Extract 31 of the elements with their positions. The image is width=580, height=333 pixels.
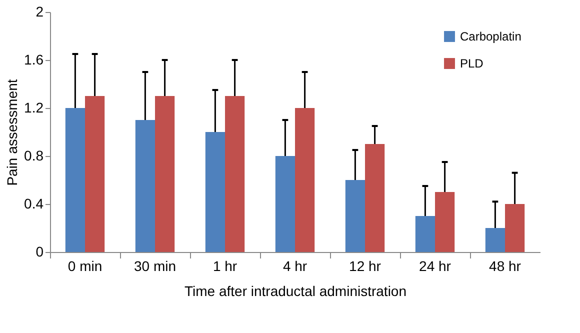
y-axis-title: Pain assessment — [4, 79, 20, 186]
bar — [205, 132, 225, 252]
y-tick-label: 0.4 — [24, 196, 44, 212]
bar — [365, 144, 385, 252]
x-tick-label: 4 hr — [282, 258, 308, 274]
x-tick-label: 0 min — [68, 258, 102, 274]
bar — [415, 216, 435, 252]
bar — [295, 108, 315, 252]
x-tick-label: 1 hr — [212, 258, 238, 274]
bar — [485, 228, 505, 252]
y-tick-label: 0 — [36, 244, 44, 260]
bar — [65, 108, 85, 252]
legend-label: PLD — [460, 56, 484, 70]
legend-label: Carboplatin — [460, 30, 522, 44]
bar — [345, 180, 365, 252]
bar — [275, 156, 295, 252]
y-tick-label: 1.2 — [24, 100, 44, 116]
bar — [505, 204, 525, 252]
x-tick-label: 12 hr — [349, 258, 382, 274]
bar — [435, 192, 455, 252]
y-tick-label: 1.6 — [24, 52, 44, 68]
x-tick-label: 48 hr — [489, 258, 522, 274]
bar — [155, 96, 175, 252]
bar — [85, 96, 105, 252]
x-tick-label: 30 min — [134, 258, 176, 274]
y-tick-label: 2 — [36, 4, 44, 20]
bar — [135, 120, 155, 252]
y-tick-label: 0.8 — [24, 148, 44, 164]
x-axis-title: Time after intraductal administration — [184, 283, 407, 299]
x-tick-label: 24 hr — [419, 258, 452, 274]
bar — [225, 96, 245, 252]
